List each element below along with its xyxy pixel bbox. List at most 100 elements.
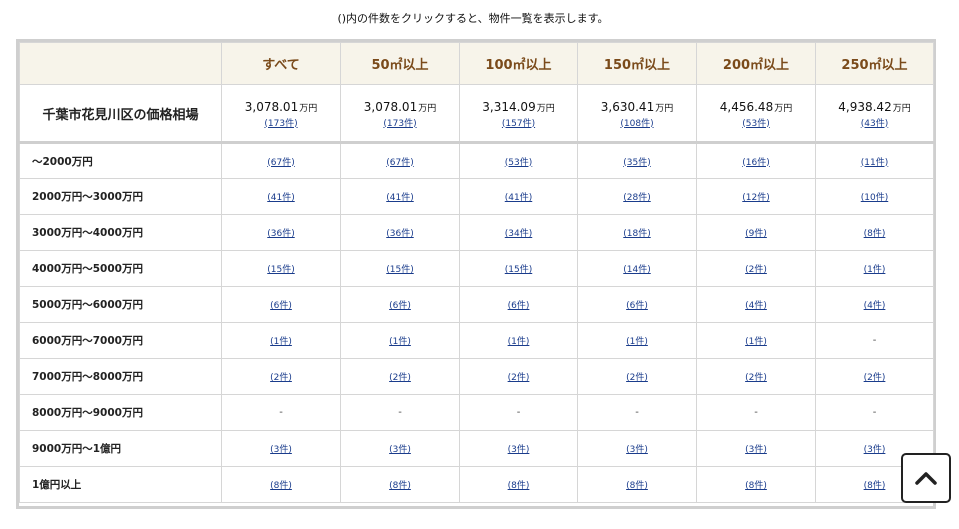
summary-cell: 4,938.42万円 (43件) (815, 84, 934, 144)
listing-count-link[interactable]: (1件) (389, 337, 411, 347)
listing-count-link[interactable]: (1件) (507, 337, 530, 347)
listing-count-link[interactable]: (1件) (626, 337, 648, 347)
count-cell: (6件) (459, 286, 578, 323)
listing-count-link[interactable]: (2件) (270, 373, 292, 383)
listing-count-link[interactable]: (36件) (386, 229, 414, 239)
scroll-to-top-button[interactable] (901, 453, 951, 503)
listing-count-link[interactable]: (2件) (863, 373, 886, 383)
count-cell: (1件) (815, 250, 934, 287)
listing-count-link[interactable]: (10件) (860, 193, 889, 203)
listing-count-link[interactable]: (6件) (270, 301, 292, 311)
header-200sqm: 200㎡以上 (696, 42, 816, 85)
listing-count-link[interactable]: (41件) (267, 193, 295, 203)
count-cell: (12件) (696, 178, 816, 215)
count-cell: (1件) (696, 322, 816, 359)
listing-count-link[interactable]: (8件) (389, 481, 411, 491)
count-cell: (8件) (815, 214, 934, 251)
listing-count-link[interactable]: (1件) (863, 265, 886, 275)
listing-count-link[interactable]: (3件) (745, 445, 767, 455)
count-cell: (9件) (696, 214, 816, 251)
listing-count-link[interactable]: (2件) (745, 373, 767, 383)
price-range-label: 4000万円～5000万円 (19, 250, 222, 287)
count-cell: (2件) (696, 358, 816, 395)
summary-row: 千葉市花見川区の価格相場 3,078.01万円 (173件) 3,078.01万… (19, 84, 934, 144)
listing-count-link[interactable]: (41件) (386, 193, 414, 203)
count-cell: (53件) (459, 142, 578, 179)
listing-count-link[interactable]: (18件) (623, 229, 651, 239)
listing-count-link[interactable]: (16件) (742, 157, 770, 168)
listing-count-link[interactable]: (6件) (507, 301, 530, 311)
listing-count-link[interactable]: (41件) (504, 193, 533, 203)
listing-count-link[interactable]: (1件) (270, 337, 292, 347)
count-cell: (6件) (340, 286, 460, 323)
listing-count-link[interactable]: (8件) (507, 481, 530, 491)
price-range-row: 7000万円～8000万円 (2件) (2件) (2件) (2件) (2件) (2件) (19, 358, 934, 395)
listing-count-link[interactable]: (3件) (270, 445, 292, 455)
listing-count-link[interactable]: (2件) (389, 373, 411, 383)
listing-count-link[interactable]: (2件) (745, 265, 767, 275)
listing-count-link[interactable]: (53件) (742, 118, 770, 129)
listing-count-link[interactable]: (15件) (386, 265, 414, 275)
listing-count-link[interactable]: (43件) (860, 118, 889, 129)
listing-count-link[interactable]: (2件) (507, 373, 530, 383)
listing-count-link[interactable]: (4件) (863, 301, 886, 311)
listing-count-link[interactable]: (15件) (504, 265, 533, 275)
count-cell: (6件) (221, 286, 341, 323)
instruction-note: ()内の件数をクリックすると、物件一覧を表示します。 (337, 12, 609, 25)
listing-count-link[interactable]: (3件) (389, 445, 411, 455)
price-range-row: 6000万円～7000万円 (1件) (1件) (1件) (1件) (1件) - (19, 322, 934, 359)
price-range-row: 5000万円～6000万円 (6件) (6件) (6件) (6件) (4件) (4件) (19, 286, 934, 323)
count-cell: (14件) (577, 250, 697, 287)
listing-count-link[interactable]: (36件) (267, 229, 295, 239)
listing-count-link[interactable]: (3件) (507, 445, 530, 455)
header-corner (19, 42, 222, 85)
price-range-label: 5000万円～6000万円 (19, 286, 222, 323)
count-cell: (1件) (340, 322, 460, 359)
count-cell: (2件) (340, 358, 460, 395)
listing-count-link[interactable]: (173件) (264, 118, 298, 129)
listing-count-link[interactable]: (108件) (620, 118, 654, 129)
count-cell: - (815, 394, 934, 431)
price-table: すべて 50㎡以上 100㎡以上 150㎡以上 200㎡以上 250㎡以上 千葉… (19, 42, 934, 503)
listing-count-link[interactable]: (67件) (267, 157, 295, 168)
listing-count-link[interactable]: (15件) (267, 265, 295, 275)
listing-count-link[interactable]: (3件) (863, 445, 886, 455)
no-listings-dash: - (754, 407, 758, 418)
average-price: 3,314.09 (482, 99, 536, 114)
listing-count-link[interactable]: (67件) (386, 157, 414, 168)
count-cell: - (459, 394, 578, 431)
listing-count-link[interactable]: (35件) (623, 157, 651, 168)
listing-count-link[interactable]: (9件) (745, 229, 767, 239)
price-range-label: 8000万円～9000万円 (19, 394, 222, 431)
count-cell: (2件) (696, 250, 816, 287)
listing-count-link[interactable]: (157件) (501, 118, 536, 129)
average-price: 4,938.42 (838, 99, 892, 114)
listing-count-link[interactable]: (28件) (623, 193, 651, 203)
no-listings-dash: - (635, 407, 639, 418)
chevron-up-icon (915, 472, 937, 485)
listing-count-link[interactable]: (53件) (504, 157, 533, 168)
listing-count-link[interactable]: (6件) (389, 301, 411, 311)
listing-count-link[interactable]: (4件) (745, 301, 767, 311)
listing-count-link[interactable]: (12件) (742, 193, 770, 203)
listing-count-link[interactable]: (8件) (270, 481, 292, 491)
listing-count-link[interactable]: (8件) (626, 481, 648, 491)
listing-count-link[interactable]: (11件) (860, 157, 889, 168)
header-250sqm: 250㎡以上 (815, 42, 934, 85)
listing-count-link[interactable]: (14件) (623, 265, 651, 275)
listing-count-link[interactable]: (2件) (626, 373, 648, 383)
listing-count-link[interactable]: (8件) (863, 481, 886, 491)
price-unit: 万円 (892, 103, 911, 114)
listing-count-link[interactable]: (8件) (745, 481, 767, 491)
price-unit: 万円 (655, 103, 674, 114)
price-range-row: 8000万円～9000万円 - - - - - - (19, 394, 934, 431)
listing-count-link[interactable]: (8件) (863, 229, 886, 239)
listing-count-link[interactable]: (173件) (383, 118, 417, 129)
listing-count-link[interactable]: (6件) (626, 301, 648, 311)
listing-count-link[interactable]: (34件) (504, 229, 533, 239)
average-price: 3,078.01 (363, 99, 418, 114)
header-row: すべて 50㎡以上 100㎡以上 150㎡以上 200㎡以上 250㎡以上 (19, 42, 934, 85)
listing-count-link[interactable]: (1件) (745, 337, 767, 347)
count-cell: (41件) (459, 178, 578, 215)
listing-count-link[interactable]: (3件) (626, 445, 648, 455)
